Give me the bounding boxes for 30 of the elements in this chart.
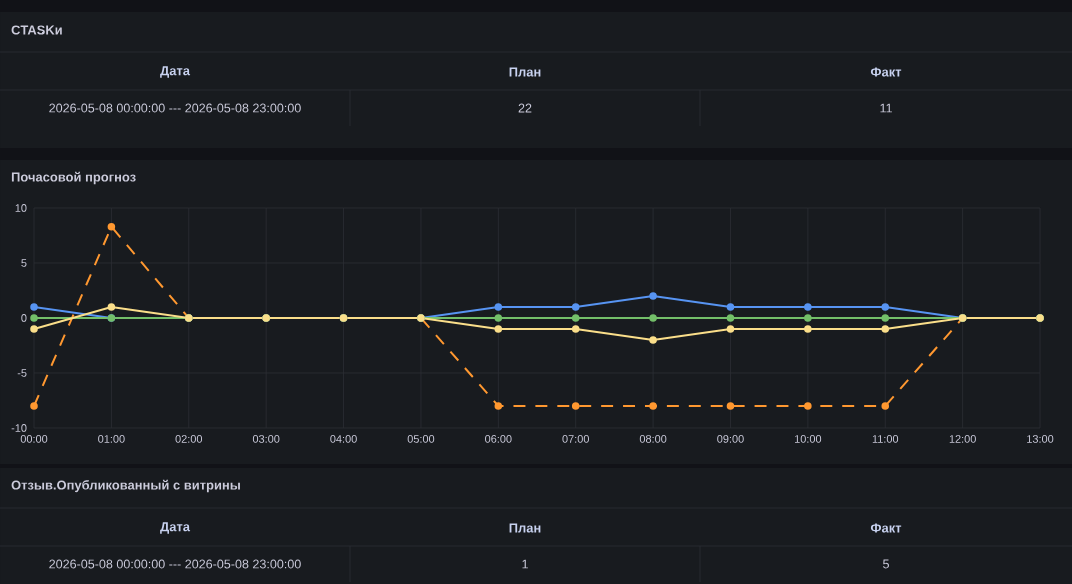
point [649, 292, 657, 300]
point [571, 402, 580, 410]
point [726, 303, 735, 311]
point [30, 314, 38, 322]
point [726, 402, 735, 410]
point [649, 336, 657, 344]
point [571, 314, 580, 322]
point [649, 402, 657, 410]
point [571, 325, 580, 333]
point [804, 303, 812, 311]
point [30, 303, 38, 311]
point [649, 314, 657, 322]
point [804, 325, 812, 333]
point [804, 402, 812, 410]
point [881, 402, 890, 410]
point [881, 325, 890, 333]
point [107, 222, 116, 231]
point [726, 314, 735, 322]
point [30, 402, 38, 410]
point [881, 303, 890, 311]
point [881, 314, 890, 322]
point [494, 402, 503, 410]
point [726, 325, 735, 333]
point [494, 314, 503, 322]
point [804, 314, 812, 322]
point [494, 325, 503, 333]
point [494, 303, 503, 311]
point [107, 303, 116, 311]
point [571, 303, 580, 311]
point [30, 325, 38, 333]
